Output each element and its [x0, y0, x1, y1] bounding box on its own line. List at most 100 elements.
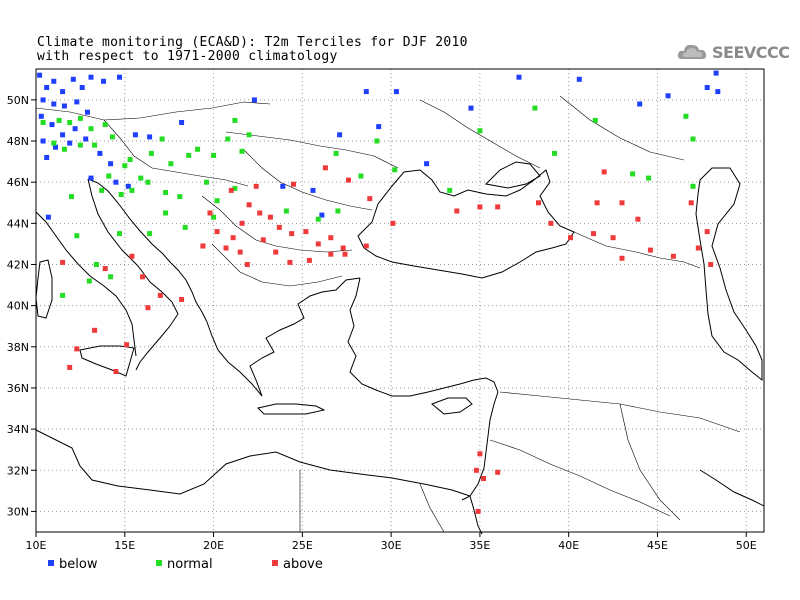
- y-tick-label: 44N: [7, 217, 29, 230]
- x-tick-label: 40E: [558, 539, 579, 552]
- border-13: [419, 483, 445, 533]
- station-above: [390, 220, 396, 226]
- station-below: [424, 161, 430, 167]
- x-tick-label: 10E: [26, 539, 47, 552]
- station-normal: [315, 216, 321, 222]
- station-below: [72, 126, 78, 132]
- station-above: [548, 220, 554, 226]
- station-above: [246, 202, 252, 208]
- station-above: [342, 251, 348, 257]
- station-above: [207, 210, 213, 216]
- station-below: [108, 161, 114, 167]
- station-above: [214, 229, 220, 235]
- station-normal: [630, 171, 636, 177]
- legend-item-normal: normal: [156, 557, 213, 572]
- station-normal: [102, 122, 108, 128]
- station-below: [44, 85, 50, 90]
- station-below: [74, 99, 80, 105]
- station-markers: [37, 70, 721, 514]
- border-1: [35, 101, 271, 121]
- cyprus: [431, 397, 473, 415]
- station-normal: [195, 146, 201, 152]
- legend-label-normal: normal: [167, 557, 213, 572]
- station-above: [74, 346, 80, 352]
- station-above: [688, 200, 694, 206]
- station-above: [60, 259, 66, 265]
- station-below: [51, 101, 57, 107]
- station-above: [179, 297, 185, 302]
- station-above: [601, 169, 607, 175]
- station-above: [276, 224, 282, 230]
- station-normal: [552, 150, 557, 156]
- station-below: [132, 132, 138, 138]
- gridlines: [36, 69, 764, 532]
- station-above: [619, 200, 625, 206]
- station-normal: [86, 278, 92, 284]
- station-above: [237, 249, 243, 255]
- station-above: [481, 476, 486, 481]
- station-above: [591, 231, 596, 237]
- station-above: [291, 181, 296, 187]
- legend-swatch-below: [48, 559, 54, 566]
- station-above: [695, 245, 701, 251]
- seevccc-logo: SEEVCCC: [676, 40, 790, 66]
- border-9: [499, 391, 741, 433]
- legend-item-below: below: [48, 557, 97, 572]
- coastline-italy-west: [35, 211, 137, 357]
- station-above: [140, 274, 145, 280]
- station-above: [124, 342, 130, 348]
- station-normal: [138, 175, 144, 181]
- black-sea: [357, 169, 575, 279]
- station-below: [468, 105, 474, 111]
- station-normal: [51, 140, 57, 146]
- persian-gulf: [699, 469, 765, 507]
- station-above: [102, 266, 108, 272]
- station-above: [473, 467, 479, 473]
- y-tick-label: 50N: [7, 94, 29, 107]
- station-above: [92, 327, 98, 333]
- station-above: [200, 243, 206, 249]
- station-above: [145, 305, 151, 311]
- station-above: [67, 364, 73, 370]
- x-tick-label: 35E: [469, 539, 490, 552]
- sardinia: [35, 259, 53, 319]
- coastline-levant: [461, 391, 499, 501]
- station-below: [576, 76, 582, 82]
- station-normal: [163, 210, 169, 216]
- station-normal: [129, 187, 135, 193]
- station-normal: [56, 117, 62, 123]
- station-below: [665, 93, 671, 99]
- station-above: [328, 251, 334, 257]
- station-normal: [690, 183, 696, 189]
- station-normal: [117, 231, 122, 237]
- station-normal: [93, 262, 99, 267]
- station-normal: [60, 292, 66, 298]
- x-tick-label: 25E: [292, 539, 313, 552]
- station-below: [319, 212, 325, 218]
- station-below: [101, 78, 106, 84]
- station-above: [253, 183, 259, 189]
- station-above: [635, 216, 641, 222]
- station-above: [315, 241, 321, 247]
- legend-label-above: above: [283, 557, 323, 572]
- station-normal: [232, 117, 238, 123]
- station-above: [228, 187, 234, 193]
- station-above: [260, 237, 266, 243]
- station-above: [244, 262, 250, 267]
- station-normal: [74, 233, 80, 239]
- station-above: [619, 255, 625, 261]
- legend-swatch-above: [272, 559, 278, 566]
- station-normal: [67, 120, 73, 125]
- caspian-sea: [695, 167, 763, 382]
- station-normal: [447, 187, 453, 193]
- station-normal: [163, 190, 169, 195]
- station-above: [367, 196, 373, 202]
- station-normal: [239, 148, 245, 154]
- station-above: [346, 177, 351, 183]
- station-normal: [88, 126, 94, 132]
- station-below: [97, 150, 103, 156]
- station-above: [289, 231, 295, 237]
- station-below: [337, 132, 343, 138]
- station-above: [306, 257, 312, 263]
